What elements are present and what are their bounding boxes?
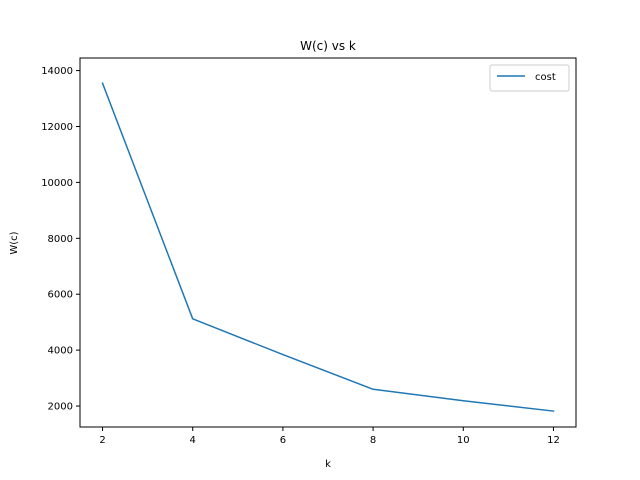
y-tick-label: 6000 [48, 290, 73, 301]
y-tick-label: 10000 [41, 178, 73, 189]
x-axis-label: k [325, 459, 331, 470]
y-tick-label: 12000 [41, 122, 73, 133]
y-tick-label: 4000 [48, 346, 73, 357]
x-tick-label: 2 [99, 435, 105, 446]
legend: cost [489, 64, 570, 92]
y-tick-label: 14000 [41, 66, 73, 77]
chart-title: W(c) vs k [300, 39, 356, 53]
y-axis-label: W(c) [9, 231, 20, 254]
legend-box [489, 64, 570, 92]
series-layer [101, 82, 555, 412]
x-tick-label: 12 [547, 435, 560, 446]
x-tick-label: 8 [370, 435, 376, 446]
legend-label-cost: cost [535, 72, 556, 83]
y-tick-label: 2000 [48, 402, 73, 413]
ticks-layer: 2 4 6 8 10 12 2000 4000 6000 8000 10000 12000 14000 [41, 66, 560, 446]
plot-frame [79, 57, 577, 428]
series-line-cost [101, 82, 555, 412]
y-tick-label: 8000 [48, 234, 73, 245]
x-tick-label: 10 [457, 435, 470, 446]
x-tick-label: 6 [280, 435, 286, 446]
x-tick-label: 4 [190, 435, 196, 446]
